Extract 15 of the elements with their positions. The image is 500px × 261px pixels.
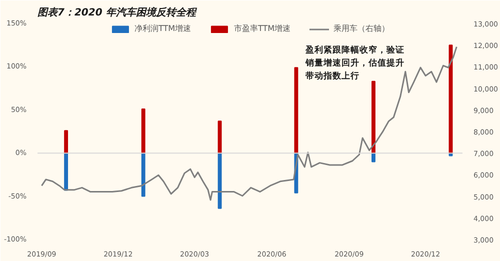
bar <box>294 67 298 154</box>
bar <box>141 152 146 197</box>
bar <box>64 152 68 191</box>
line-series <box>40 46 458 201</box>
annotation: 带动指数上行 <box>306 70 360 82</box>
annotation: 销量增速回升，估值提升 <box>304 58 404 68</box>
bar <box>372 152 376 162</box>
annotation: 盈利紧跟降幅收窄，验证 <box>304 44 404 56</box>
legend-label: 市盈率TTM增速 <box>234 23 291 34</box>
bar <box>64 130 68 154</box>
bar <box>372 80 376 154</box>
bar <box>141 108 146 154</box>
chart-title: 图表7：2020 年汽车困境反转全程 <box>38 6 198 18</box>
legend-label: 乘用车（右轴） <box>334 23 390 34</box>
legend-label: 净利润TTM增速 <box>134 23 191 34</box>
